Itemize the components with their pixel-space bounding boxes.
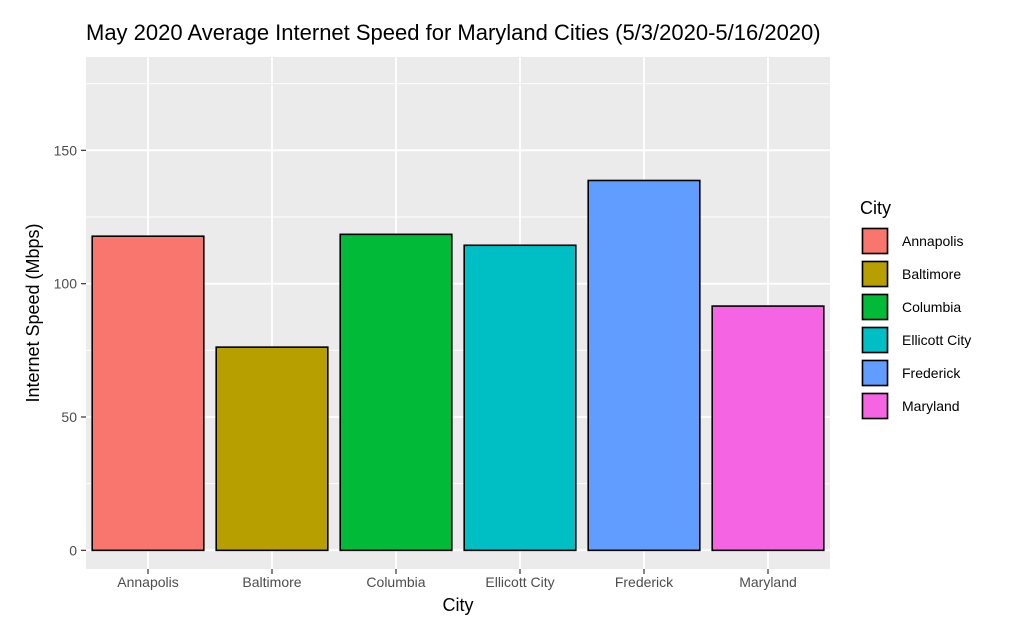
x-tick-label: Baltimore xyxy=(242,574,301,590)
x-tick-label: Annapolis xyxy=(117,574,179,590)
bar-ellicott-city xyxy=(463,244,577,552)
legend-label: Ellicott City xyxy=(902,332,971,348)
bar-annapolis xyxy=(91,235,205,552)
x-tick-label: Maryland xyxy=(739,574,797,590)
legend-swatch xyxy=(861,227,889,255)
y-axis-title: Internet Speed (Mbps) xyxy=(23,223,43,402)
x-axis-title: City xyxy=(443,595,474,615)
legend-swatch xyxy=(861,260,889,288)
legend-swatch xyxy=(861,392,889,420)
legend-items: Annapolis Baltimore Columbia Ellicott City F… xyxy=(861,227,971,420)
legend: City Annapolis Baltimore Columbia Ellicott … xyxy=(860,198,971,420)
x-tick-label: Columbia xyxy=(366,574,425,590)
legend-label: Baltimore xyxy=(902,266,961,282)
legend-swatch xyxy=(861,359,889,387)
legend-swatch xyxy=(861,326,889,354)
bar-maryland xyxy=(711,305,825,552)
bars xyxy=(91,179,825,552)
y-tick-label: 150 xyxy=(54,142,78,158)
legend-label: Annapolis xyxy=(902,233,964,249)
legend-label: Frederick xyxy=(902,365,961,381)
y-tick-label: 50 xyxy=(61,409,77,425)
y-axis: 0 50 100 150 xyxy=(54,142,86,558)
legend-label: Maryland xyxy=(902,398,960,414)
x-axis: Annapolis Baltimore Columbia Ellicott City F… xyxy=(117,569,797,590)
x-tick-label: Frederick xyxy=(615,574,674,590)
bar-baltimore xyxy=(215,346,329,552)
legend-label: Columbia xyxy=(902,299,961,315)
legend-swatch xyxy=(861,293,889,321)
y-tick-label: 100 xyxy=(54,276,78,292)
chart-title: May 2020 Average Internet Speed for Mary… xyxy=(86,20,821,45)
bar-frederick xyxy=(587,179,701,552)
legend-title: City xyxy=(860,198,891,218)
x-tick-label: Ellicott City xyxy=(485,574,554,590)
bar-columbia xyxy=(339,233,453,552)
y-tick-label: 0 xyxy=(69,542,77,558)
